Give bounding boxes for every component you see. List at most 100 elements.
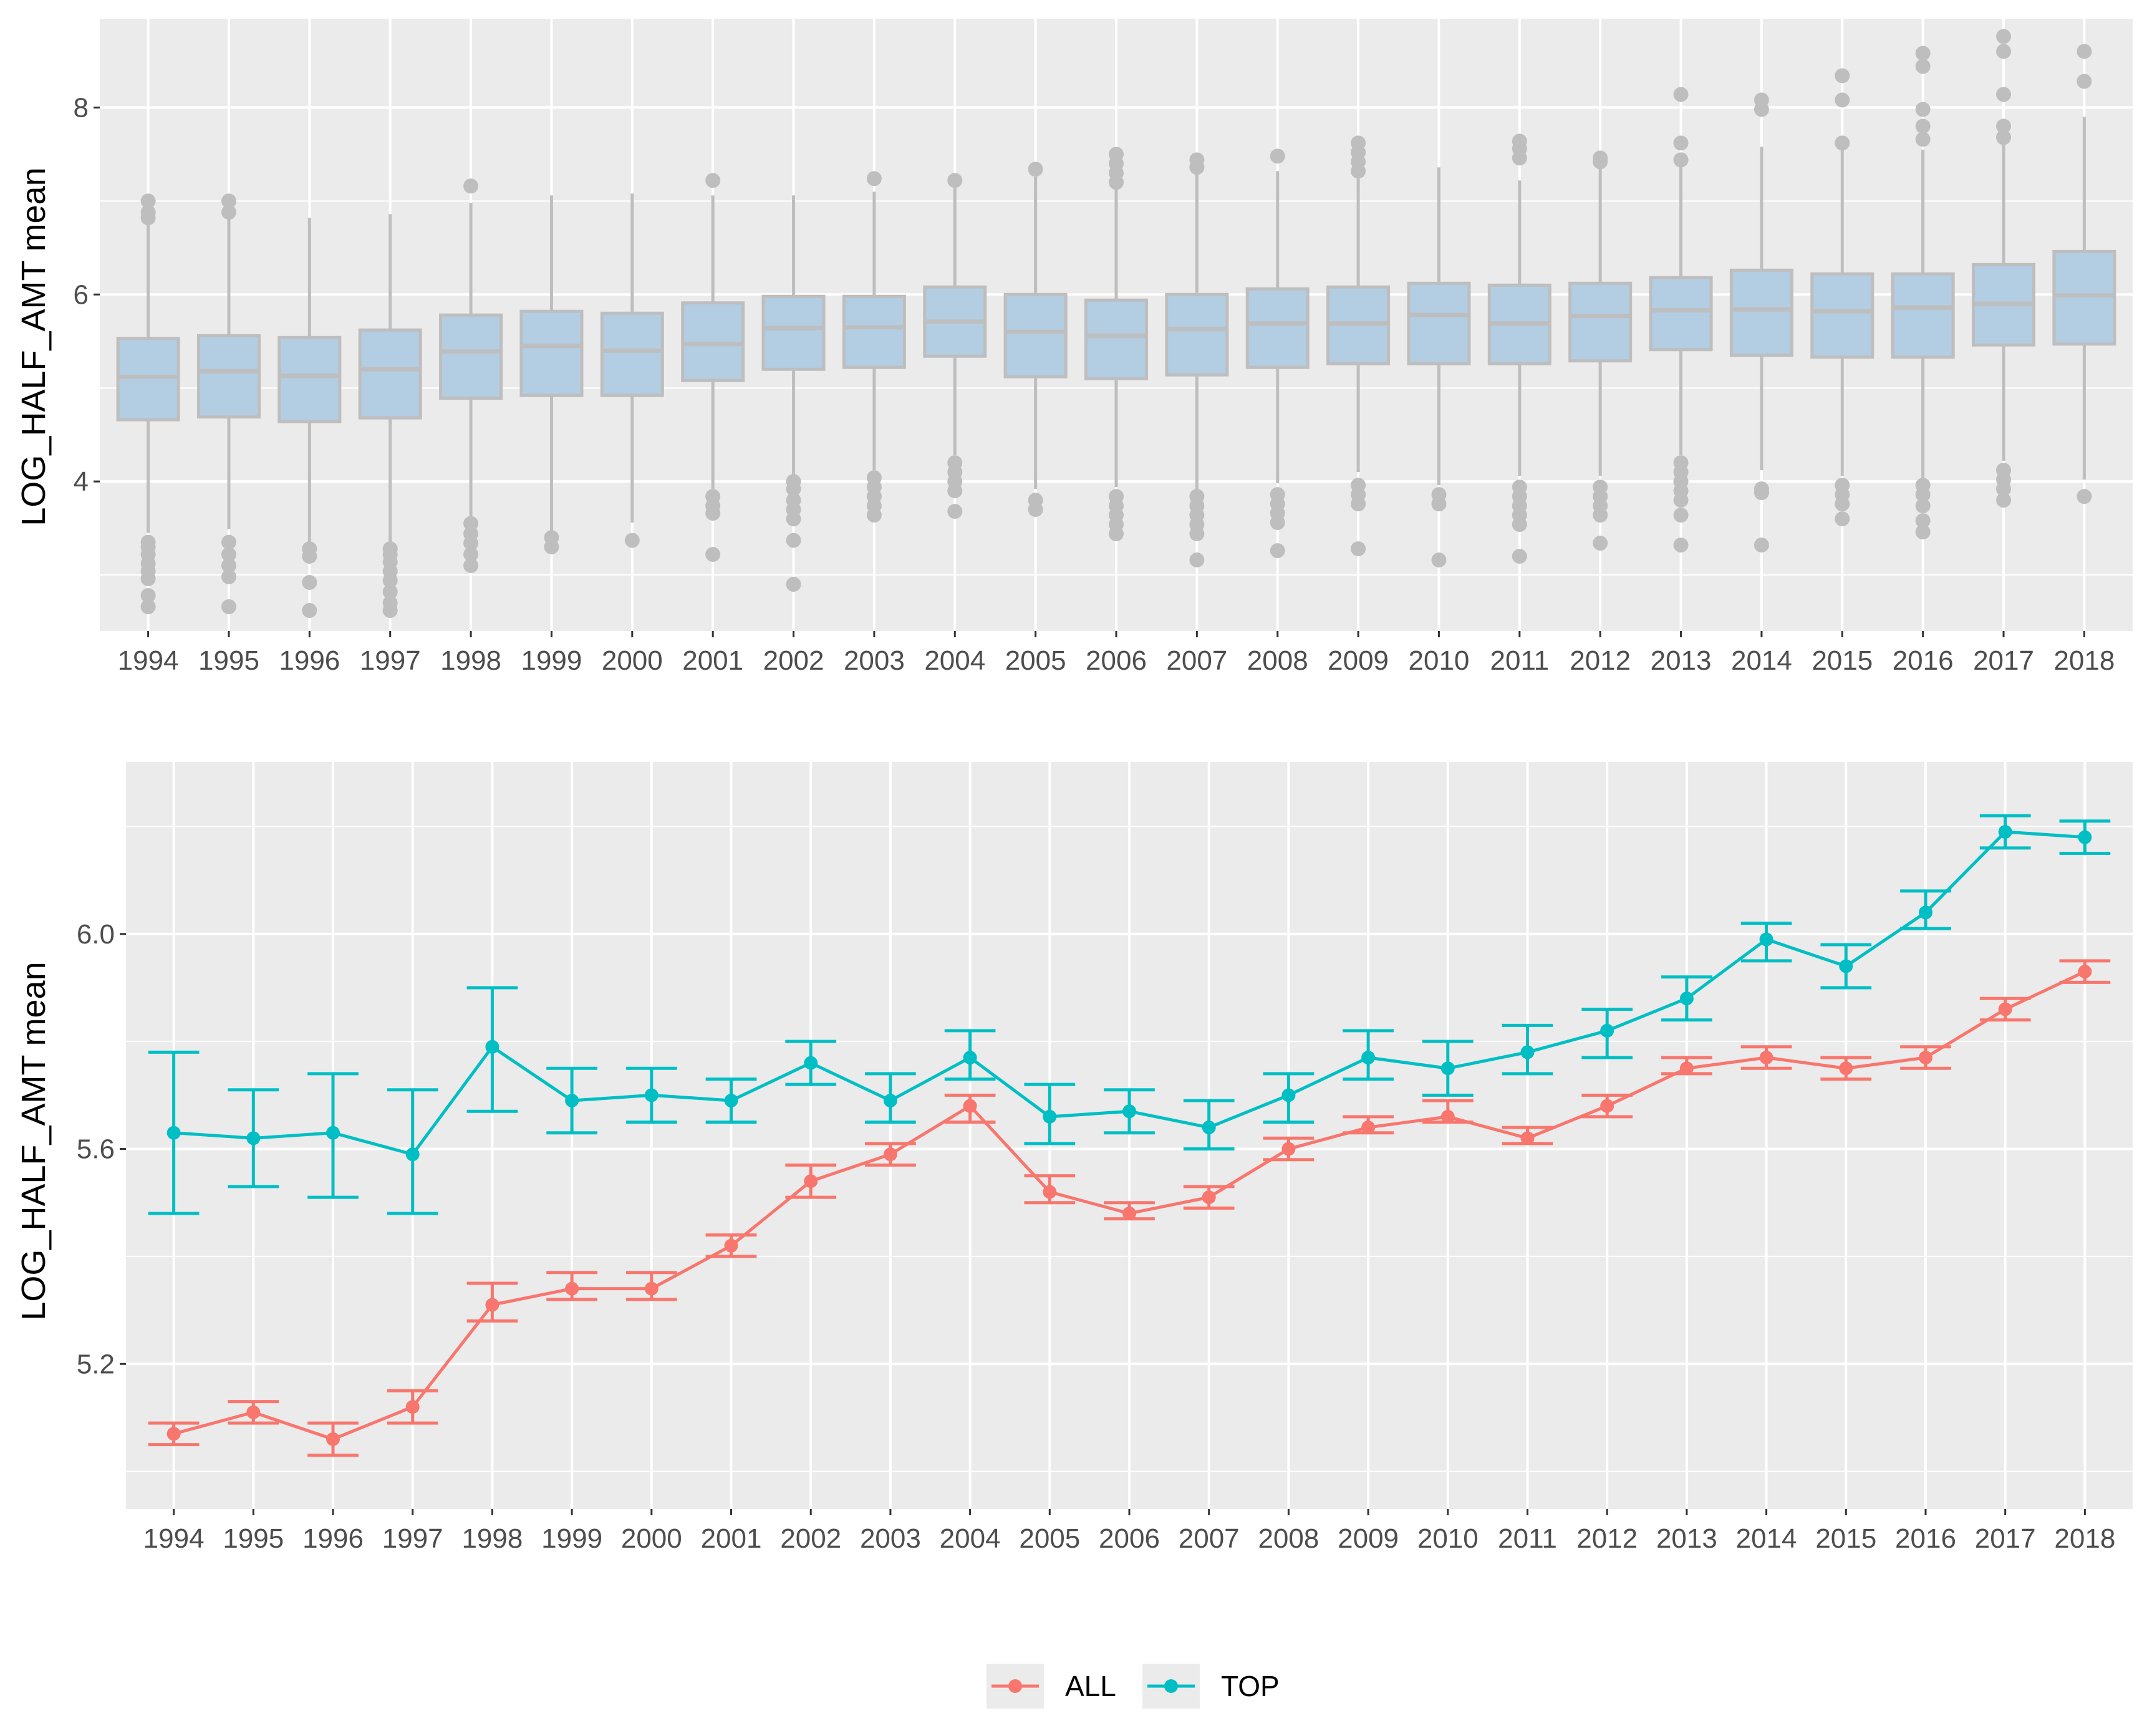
lineplot-x-tick-label-2018: 2018 <box>2054 1523 2115 1554</box>
boxplot-panel: 4 6 8 1994 1995 1996 1997 1998 1999 2000 2001 2002 2… <box>74 19 2133 676</box>
outlier-point-2005-1 <box>1028 493 1043 508</box>
outlier-point-2007-7 <box>1189 152 1205 168</box>
outlier-point-2010-0 <box>1431 552 1447 568</box>
lineplot-x-tick-label-2009: 2009 <box>1338 1523 1399 1554</box>
outlier-point-1999-1 <box>544 530 559 546</box>
box-2015 <box>1810 272 1874 359</box>
data-point-all-2003 <box>883 1147 897 1162</box>
data-point-all-1997 <box>405 1400 420 1414</box>
outlier-point-2015-5 <box>1835 92 1850 108</box>
outlier-point-2009-3 <box>1351 478 1366 493</box>
lineplot-x-tick-label-1999: 1999 <box>541 1523 602 1554</box>
lineplot-x-tick-label-1996: 1996 <box>302 1523 364 1554</box>
outlier-point-2012-4 <box>1593 480 1608 495</box>
data-point-all-2014 <box>1759 1051 1773 1065</box>
outlier-point-2006-4 <box>1109 489 1124 504</box>
lineplot-y-tick-label-0: 5.2 <box>77 1349 115 1379</box>
boxplot-y-tick-label-0: 4 <box>74 466 89 497</box>
boxplot-y-axis-title: LOG_HALF_AMT mean <box>15 167 52 526</box>
outlier-point-2013-8 <box>1673 135 1689 151</box>
lineplot-x-tick-label-1998: 1998 <box>461 1523 523 1554</box>
data-point-all-2010 <box>1440 1109 1455 1124</box>
boxplot-x-tick-label-2007: 2007 <box>1166 645 1227 676</box>
lineplot-x-tick-label-2007: 2007 <box>1179 1523 1240 1554</box>
outlier-point-2001-4 <box>705 173 721 188</box>
outlier-point-2008-5 <box>1270 148 1285 164</box>
lineplot-x-tick-label-2017: 2017 <box>1975 1523 2036 1554</box>
outlier-point-2017-0 <box>1996 493 2012 508</box>
data-point-top-2001 <box>724 1093 738 1107</box>
box-2003 <box>842 294 906 369</box>
box-2000 <box>600 311 664 397</box>
data-point-all-2007 <box>1202 1190 1216 1205</box>
lineplot-x-tick-label-2012: 2012 <box>1576 1523 1638 1554</box>
outlier-point-2014-4 <box>1754 92 1769 108</box>
outlier-point-2002-4 <box>786 493 801 508</box>
lineplot-y-tick-label-2: 6.0 <box>77 919 115 950</box>
boxplot-x-tick-label-2011: 2011 <box>1490 645 1550 676</box>
boxplot-x-tick-label-1994: 1994 <box>118 645 179 676</box>
lineplot-x-tick-label-2013: 2013 <box>1656 1523 1717 1554</box>
data-point-top-2006 <box>1122 1104 1136 1119</box>
lineplot-x-tick-label-2000: 2000 <box>621 1523 682 1554</box>
outlier-point-1995-1 <box>221 569 236 585</box>
outlier-point-2008-4 <box>1270 487 1285 503</box>
outlier-point-2005-2 <box>1028 162 1043 177</box>
data-point-top-1996 <box>326 1126 340 1140</box>
data-point-top-2007 <box>1202 1121 1216 1135</box>
data-point-all-2013 <box>1679 1061 1694 1076</box>
outlier-point-2003-4 <box>866 470 882 486</box>
outlier-point-2002-0 <box>786 577 801 592</box>
boxplot-x-tick-label-2002: 2002 <box>763 645 824 676</box>
outlier-point-2004-5 <box>947 173 963 188</box>
data-point-top-2003 <box>883 1093 897 1107</box>
data-point-top-2018 <box>2078 830 2092 844</box>
box-1997 <box>358 328 422 420</box>
outlier-point-2017-8 <box>1996 29 2012 44</box>
lineplot-x-tick-label-2011: 2011 <box>1498 1523 1557 1554</box>
outlier-point-2004-0 <box>947 504 963 519</box>
box-2014 <box>1729 268 1793 357</box>
box-2018 <box>2052 249 2116 346</box>
data-point-all-1998 <box>485 1298 499 1312</box>
data-point-top-1995 <box>246 1131 261 1145</box>
data-point-all-2016 <box>1918 1051 1932 1065</box>
lineplot-x-tick-label-1995: 1995 <box>223 1523 284 1554</box>
boxplot-x-tick-label-2018: 2018 <box>2053 645 2115 676</box>
box-2012 <box>1568 281 1633 363</box>
data-point-top-2005 <box>1043 1109 1057 1124</box>
outlier-point-1994-10 <box>140 193 156 209</box>
lineplot-y-tick-label-1: 5.6 <box>77 1134 115 1165</box>
boxplot-x-tick-label-1998: 1998 <box>440 645 501 676</box>
outlier-point-2002-6 <box>786 474 801 489</box>
outlier-point-2009-7 <box>1351 135 1366 151</box>
data-point-top-2013 <box>1679 991 1694 1006</box>
boxplot-x-tick-label-2014: 2014 <box>1731 645 1792 676</box>
outlier-point-2017-3 <box>1996 463 2012 478</box>
outlier-point-1997-1 <box>382 596 398 611</box>
data-point-top-2017 <box>1998 825 2012 839</box>
outlier-point-2013-9 <box>1673 87 1689 102</box>
outlier-point-2002-1 <box>786 533 801 548</box>
outlier-point-2016-5 <box>1915 132 1931 147</box>
legend-label-all: ALL <box>1065 1670 1116 1702</box>
lineplot-x-tick-label-2002: 2002 <box>780 1523 841 1554</box>
outlier-point-1998-1 <box>463 547 479 562</box>
outlier-point-2015-0 <box>1835 511 1850 527</box>
box-2002 <box>761 294 826 371</box>
outlier-point-2000-0 <box>624 533 640 548</box>
data-point-top-2009 <box>1361 1051 1376 1065</box>
data-point-all-1995 <box>246 1405 261 1419</box>
outlier-point-2016-9 <box>1915 46 1931 61</box>
boxplot-x-tick-label-2004: 2004 <box>924 645 985 676</box>
data-point-top-2002 <box>804 1056 818 1070</box>
outlier-point-2006-8 <box>1109 147 1124 162</box>
lineplot-x-tick-label-2001: 2001 <box>701 1523 762 1554</box>
outlier-point-2011-8 <box>1512 133 1527 149</box>
lineplot-x-tick-label-2014: 2014 <box>1736 1523 1797 1554</box>
outlier-point-2001-0 <box>705 547 721 562</box>
data-point-all-1999 <box>565 1281 579 1296</box>
box-1996 <box>277 335 342 423</box>
data-point-top-2008 <box>1281 1088 1296 1102</box>
